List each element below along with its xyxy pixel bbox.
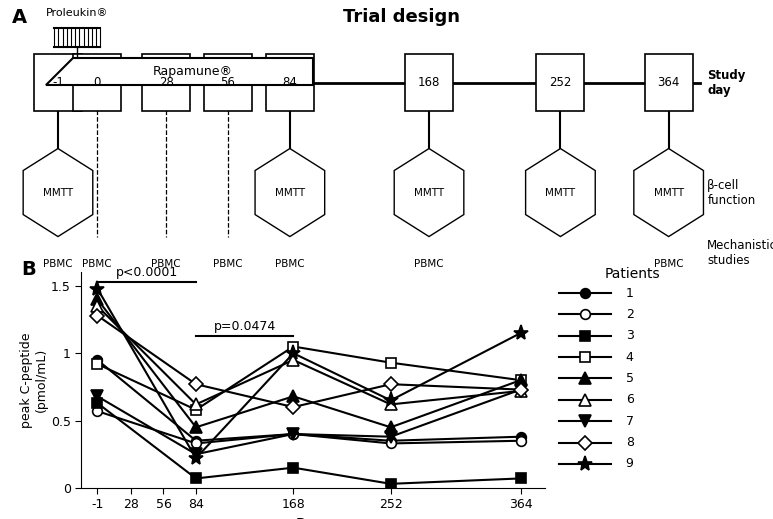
Text: 0: 0 [93,76,100,89]
Text: 252: 252 [550,76,571,89]
Text: Mechanistic
studies: Mechanistic studies [707,239,773,267]
Text: -1: -1 [52,76,64,89]
Text: 5: 5 [626,372,634,385]
Text: Proleukin®: Proleukin® [46,8,108,18]
Text: MMTT: MMTT [654,187,683,198]
Polygon shape [23,148,93,237]
FancyBboxPatch shape [266,53,314,112]
Text: β-cell
function: β-cell function [707,179,755,207]
Text: Patients: Patients [604,267,660,281]
Text: 4: 4 [626,351,634,364]
Text: Trial design: Trial design [343,8,461,26]
Text: PBMC: PBMC [82,259,111,269]
Text: B: B [21,260,36,279]
Polygon shape [394,148,464,237]
Y-axis label: peak C-peptide
(pmol/mL): peak C-peptide (pmol/mL) [20,332,48,428]
Text: PBMC: PBMC [152,259,181,269]
Text: MMTT: MMTT [414,187,444,198]
Text: MMTT: MMTT [275,187,305,198]
Text: p<0.0001: p<0.0001 [115,266,178,279]
X-axis label: Days: Days [296,517,330,519]
Polygon shape [255,148,325,237]
Text: 2: 2 [626,308,634,321]
Text: A: A [12,8,27,28]
FancyBboxPatch shape [204,53,252,112]
Polygon shape [634,148,703,237]
Polygon shape [526,148,595,237]
Text: 364: 364 [658,76,679,89]
Text: Rapamune®: Rapamune® [153,65,233,78]
Text: PBMC: PBMC [414,259,444,269]
Text: 6: 6 [626,393,634,406]
Text: PBMC: PBMC [654,259,683,269]
Text: 1: 1 [626,286,634,299]
FancyBboxPatch shape [405,53,453,112]
FancyBboxPatch shape [34,53,82,112]
Text: MMTT: MMTT [546,187,575,198]
FancyBboxPatch shape [142,53,190,112]
Text: 9: 9 [626,457,634,470]
Text: 84: 84 [282,76,298,89]
Text: 3: 3 [626,329,634,342]
Text: 8: 8 [626,436,634,449]
Text: Study
day: Study day [707,69,746,97]
Polygon shape [46,58,313,85]
Text: 7: 7 [626,415,634,428]
Text: PBMC: PBMC [43,259,73,269]
FancyBboxPatch shape [73,53,121,112]
Text: 28: 28 [158,76,174,89]
Text: 168: 168 [418,76,440,89]
Text: PBMC: PBMC [275,259,305,269]
Text: p=0.0474: p=0.0474 [213,320,276,333]
Text: MMTT: MMTT [43,187,73,198]
FancyBboxPatch shape [536,53,584,112]
Text: PBMC: PBMC [213,259,243,269]
FancyBboxPatch shape [645,53,693,112]
Text: 56: 56 [220,76,236,89]
